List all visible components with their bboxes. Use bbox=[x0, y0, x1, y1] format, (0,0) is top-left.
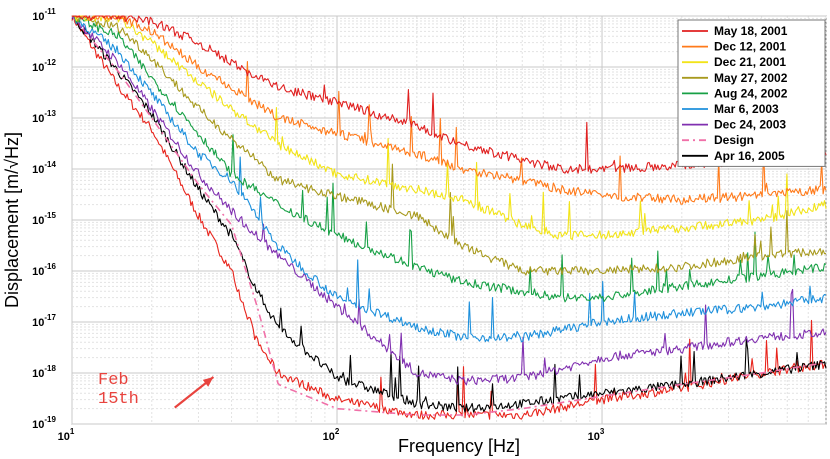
y-tick-label: 10-14 bbox=[32, 160, 56, 176]
series-line-dec-12-2001 bbox=[72, 15, 827, 205]
x-axis-label: Frequency [Hz] bbox=[398, 436, 520, 456]
series-line-unlabeled bbox=[71, 15, 827, 420]
series-line-dec-21-2001 bbox=[71, 15, 827, 241]
legend-label: May 27, 2002 bbox=[714, 71, 788, 85]
series-layer bbox=[71, 15, 827, 420]
y-tick-label: 10-17 bbox=[32, 313, 56, 329]
annotation-arrowhead bbox=[202, 377, 214, 387]
legend-label: Apr 16, 2005 bbox=[714, 149, 785, 163]
series-line-apr-16-2005 bbox=[71, 17, 827, 413]
legend-label: Dec 21, 2001 bbox=[714, 55, 786, 69]
annotation-text: 15th bbox=[98, 390, 139, 409]
legend-label: Dec 24, 2003 bbox=[714, 118, 786, 132]
series-line-dec-24-2003 bbox=[71, 15, 827, 386]
y-tick-label: 10-15 bbox=[32, 211, 56, 227]
x-tick-label: 102 bbox=[323, 427, 340, 443]
ticks: 101 102 103 10-11 10-12 10-13 10-14 10-15 10-16 1… bbox=[32, 7, 605, 443]
x-tick-label: 101 bbox=[58, 427, 75, 443]
y-tick-label: 10-12 bbox=[32, 58, 56, 74]
series-line-aug-24-2002 bbox=[71, 15, 827, 303]
series-line-design bbox=[71, 15, 827, 416]
series-line-mar-6-2003 bbox=[72, 15, 827, 343]
y-tick-label: 10-19 bbox=[32, 415, 56, 431]
annotation-text: Feb bbox=[98, 371, 129, 390]
legend-label: May 18, 2001 bbox=[714, 24, 788, 38]
y-tick-label: 10-16 bbox=[32, 262, 56, 278]
legend-label: Design bbox=[714, 133, 754, 147]
legend-label: Aug 24, 2002 bbox=[714, 86, 788, 100]
series-line-may-27-2002 bbox=[71, 15, 827, 276]
y-tick-label: 10-18 bbox=[32, 364, 56, 380]
y-axis-label: Displacement [m/√Hz] bbox=[2, 132, 22, 308]
x-tick-label: 103 bbox=[588, 427, 605, 443]
legend-label: Mar 6, 2003 bbox=[714, 102, 779, 116]
legend-label: Dec 12, 2001 bbox=[714, 40, 786, 54]
y-tick-label: 10-11 bbox=[32, 7, 56, 23]
y-tick-label: 10-13 bbox=[32, 109, 56, 125]
